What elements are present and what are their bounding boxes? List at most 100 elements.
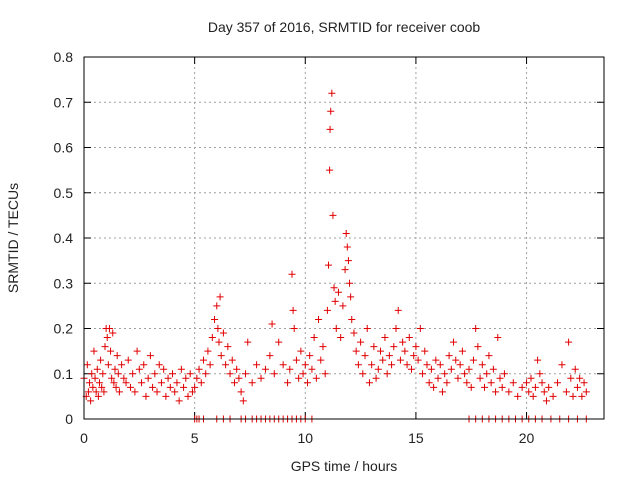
data-point bbox=[253, 361, 261, 369]
data-point bbox=[478, 361, 486, 369]
y-tick-label: 0.6 bbox=[54, 140, 74, 156]
data-point bbox=[222, 361, 230, 369]
data-point bbox=[352, 347, 360, 355]
data-point bbox=[430, 383, 438, 391]
x-tick-label: 5 bbox=[191, 430, 199, 446]
y-tick-label: 0 bbox=[65, 411, 73, 427]
data-point bbox=[423, 361, 431, 369]
data-points bbox=[80, 89, 590, 423]
data-point bbox=[301, 361, 309, 369]
data-point bbox=[348, 315, 356, 323]
data-point bbox=[385, 352, 393, 360]
data-point bbox=[191, 383, 199, 391]
x-tick-label: 0 bbox=[80, 430, 88, 446]
data-point bbox=[476, 374, 484, 382]
data-point bbox=[228, 356, 236, 364]
data-point bbox=[214, 325, 222, 332]
data-point bbox=[549, 392, 557, 400]
data-point bbox=[180, 383, 188, 391]
data-point bbox=[445, 352, 453, 360]
data-point bbox=[292, 356, 300, 364]
data-point bbox=[131, 388, 139, 396]
data-point bbox=[390, 343, 398, 351]
data-point bbox=[213, 302, 221, 310]
data-point bbox=[153, 388, 161, 396]
data-point bbox=[381, 334, 389, 342]
data-point bbox=[496, 374, 504, 382]
data-point bbox=[388, 361, 396, 369]
data-point bbox=[90, 347, 98, 355]
data-point bbox=[347, 293, 355, 301]
data-point bbox=[237, 388, 245, 396]
data-point bbox=[540, 388, 548, 396]
data-point bbox=[357, 338, 365, 346]
data-point bbox=[303, 379, 311, 387]
data-point bbox=[142, 392, 150, 400]
data-point bbox=[308, 365, 316, 373]
data-point bbox=[514, 392, 522, 400]
data-point bbox=[421, 347, 429, 355]
data-point bbox=[321, 370, 329, 378]
data-point bbox=[184, 392, 192, 400]
data-point bbox=[92, 388, 100, 396]
data-point bbox=[344, 257, 352, 265]
data-point bbox=[573, 383, 581, 391]
data-point bbox=[193, 374, 201, 382]
data-point bbox=[202, 370, 210, 378]
data-point bbox=[414, 356, 422, 364]
data-point bbox=[140, 361, 148, 369]
data-point bbox=[571, 365, 579, 373]
data-point bbox=[197, 379, 205, 387]
data-point bbox=[288, 270, 296, 278]
data-point bbox=[509, 379, 517, 387]
data-point bbox=[542, 397, 550, 405]
data-point bbox=[98, 383, 106, 391]
x-axis-label: GPS time / hours bbox=[291, 458, 398, 474]
data-point bbox=[266, 352, 274, 360]
data-point bbox=[235, 374, 243, 382]
data-point bbox=[377, 347, 385, 355]
data-point bbox=[500, 370, 508, 378]
data-point bbox=[103, 334, 111, 342]
data-point bbox=[492, 388, 500, 396]
data-point bbox=[270, 370, 278, 378]
data-point bbox=[162, 392, 170, 400]
data-point bbox=[164, 374, 172, 382]
data-point bbox=[306, 352, 314, 360]
data-point bbox=[396, 356, 404, 364]
data-point bbox=[438, 388, 446, 396]
data-point bbox=[523, 379, 531, 387]
data-point bbox=[580, 379, 588, 387]
data-point bbox=[329, 211, 337, 219]
plot-frame bbox=[83, 56, 605, 420]
data-point bbox=[275, 338, 283, 346]
data-point bbox=[337, 334, 345, 342]
data-point bbox=[155, 361, 163, 369]
data-point bbox=[230, 379, 238, 387]
data-point bbox=[567, 374, 575, 382]
data-point bbox=[562, 388, 570, 396]
data-point bbox=[104, 361, 112, 369]
data-point bbox=[441, 370, 449, 378]
data-point bbox=[370, 343, 378, 351]
data-point bbox=[436, 361, 444, 369]
data-point bbox=[204, 347, 212, 355]
data-point bbox=[489, 365, 497, 373]
chart-title: Day 357 of 2016, SRMTID for receiver coo… bbox=[208, 19, 481, 35]
y-tick-label: 0.3 bbox=[54, 275, 74, 291]
data-point bbox=[83, 361, 91, 369]
x-tick-label: 15 bbox=[408, 430, 424, 446]
data-point bbox=[534, 356, 542, 364]
y-tick-label: 0.7 bbox=[54, 94, 74, 110]
data-point bbox=[122, 379, 130, 387]
data-point bbox=[403, 361, 411, 369]
data-point bbox=[405, 334, 413, 342]
data-point bbox=[538, 379, 546, 387]
data-point bbox=[531, 383, 539, 391]
y-tick-label: 0.8 bbox=[54, 49, 74, 65]
data-point bbox=[327, 107, 335, 115]
y-tick-label: 0.2 bbox=[54, 321, 74, 337]
x-tick-label: 20 bbox=[519, 430, 535, 446]
data-point bbox=[289, 306, 297, 314]
